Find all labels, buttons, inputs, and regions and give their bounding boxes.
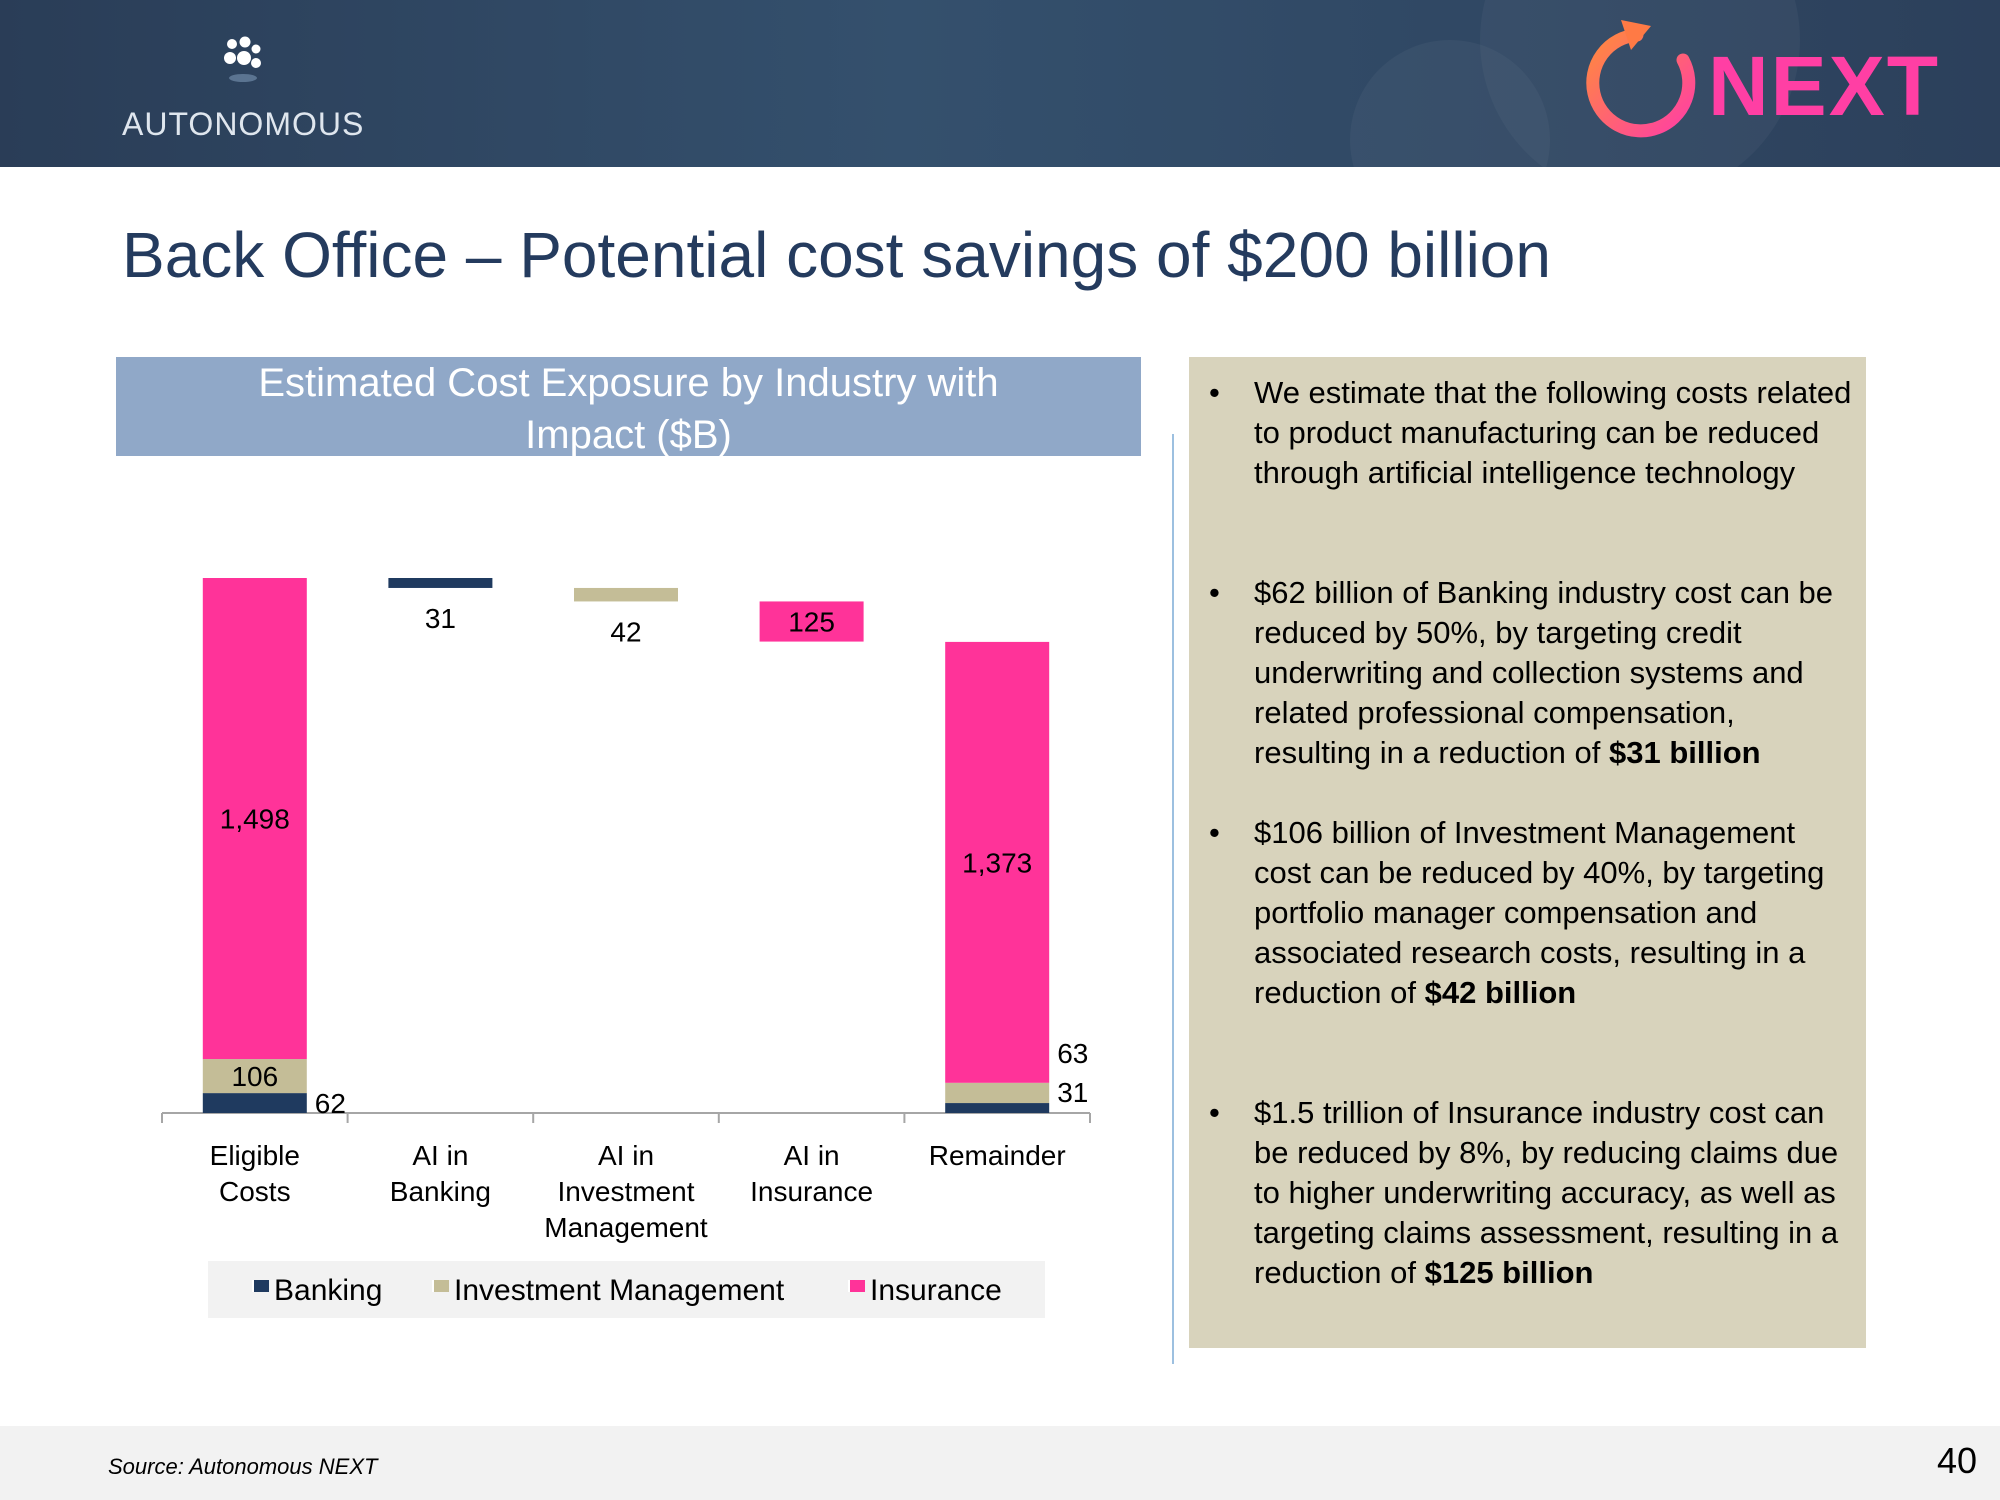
bar-investment-management — [202, 1059, 307, 1094]
bar-banking — [945, 1103, 1050, 1113]
info-panel: • We estimate that the following costs r… — [1189, 357, 1866, 1348]
header-bar: AUTONOMOUS NEXT — [0, 0, 2000, 167]
legend-item-banking: Banking — [252, 1274, 382, 1308]
data-label: 62 — [315, 1088, 346, 1119]
legend-swatch-investment — [432, 1280, 449, 1293]
data-label: 42 — [610, 616, 641, 647]
bullet-text: We estimate that the following costs rel… — [1254, 375, 1852, 490]
legend-label-banking: Banking — [274, 1274, 383, 1307]
source-note: Source: Autonomous NEXT — [108, 1454, 378, 1479]
data-label: 106 — [231, 1061, 278, 1092]
data-label: 63 — [1057, 1038, 1088, 1069]
x-tick-label: Banking — [390, 1176, 491, 1207]
autonomous-logo-text: AUTONOMOUS — [122, 106, 365, 142]
x-tick-label: AI in — [598, 1140, 654, 1171]
bar-insurance — [202, 578, 307, 1060]
next-logo-text: NEXT — [1708, 39, 1941, 133]
bullet-dot: • — [1209, 815, 1220, 850]
x-tick-label: AI in — [784, 1140, 840, 1171]
autonomous-logo-icon — [224, 36, 261, 82]
data-label: 31 — [1057, 1077, 1088, 1108]
legend-item-insurance: Insurance — [848, 1274, 1002, 1308]
chart-title-line-1: Estimated Cost Exposure by Industry with — [258, 361, 999, 405]
data-label: 125 — [788, 607, 835, 638]
legend-label-insurance: Insurance — [870, 1274, 1002, 1307]
bullet-text: $62 billion of Banking industry cost can… — [1254, 575, 1834, 770]
bar-banking — [202, 1093, 307, 1113]
bar-insurance — [945, 641, 1050, 1083]
bar-investment-management — [574, 587, 678, 602]
chart-legend — [208, 1261, 1045, 1318]
legend-swatch-banking — [252, 1280, 269, 1293]
bullet-dot: • — [1209, 1095, 1220, 1130]
bullet-highlight: $42 billion — [1424, 975, 1577, 1010]
x-tick-label: Insurance — [750, 1176, 873, 1207]
data-label: 1,498 — [220, 804, 290, 835]
chart-title-line-2: Impact ($B) — [525, 413, 732, 457]
data-label: 31 — [425, 603, 456, 634]
bullet-highlight: $31 billion — [1609, 735, 1761, 770]
bullet-highlight: $125 billion — [1424, 1255, 1594, 1290]
x-tick-label: Eligible — [210, 1140, 300, 1171]
bullet-dot: • — [1209, 375, 1220, 410]
next-logo-icon — [1586, 20, 1696, 138]
bar-insurance — [759, 601, 864, 642]
legend-label-investment: Investment Management — [454, 1274, 785, 1307]
bullet-text: $106 billion of Investment Management co… — [1254, 815, 1825, 1010]
x-tick-label: Costs — [219, 1176, 291, 1207]
data-label: 1,373 — [962, 847, 1032, 878]
divider-line — [1172, 434, 1174, 1364]
footer-bar — [0, 1426, 2000, 1500]
legend-item-investment: Investment Management — [432, 1274, 784, 1308]
chart-title-banner: Estimated Cost Exposure by Industry with… — [116, 357, 1141, 457]
page-number: 40 — [1937, 1440, 1978, 1481]
bullet-dot: • — [1209, 575, 1220, 610]
x-tick-label: AI in — [412, 1140, 468, 1171]
page-title: Back Office – Potential cost savings of … — [122, 219, 1551, 291]
waterfall-chart: 62 106 1,498 31 42 125 31 63 1,373 Eligible Costs A… — [161, 578, 1091, 1243]
bar-investment-management — [945, 1082, 1050, 1104]
x-tick-label: Management — [544, 1212, 708, 1243]
bar-banking — [388, 578, 493, 588]
x-tick-label: Remainder — [929, 1140, 1066, 1171]
legend-swatch-insurance — [848, 1280, 865, 1293]
x-tick-label: Investment — [558, 1176, 695, 1207]
bullet-text: $1.5 trillion of Insurance industry cost… — [1254, 1095, 1839, 1290]
